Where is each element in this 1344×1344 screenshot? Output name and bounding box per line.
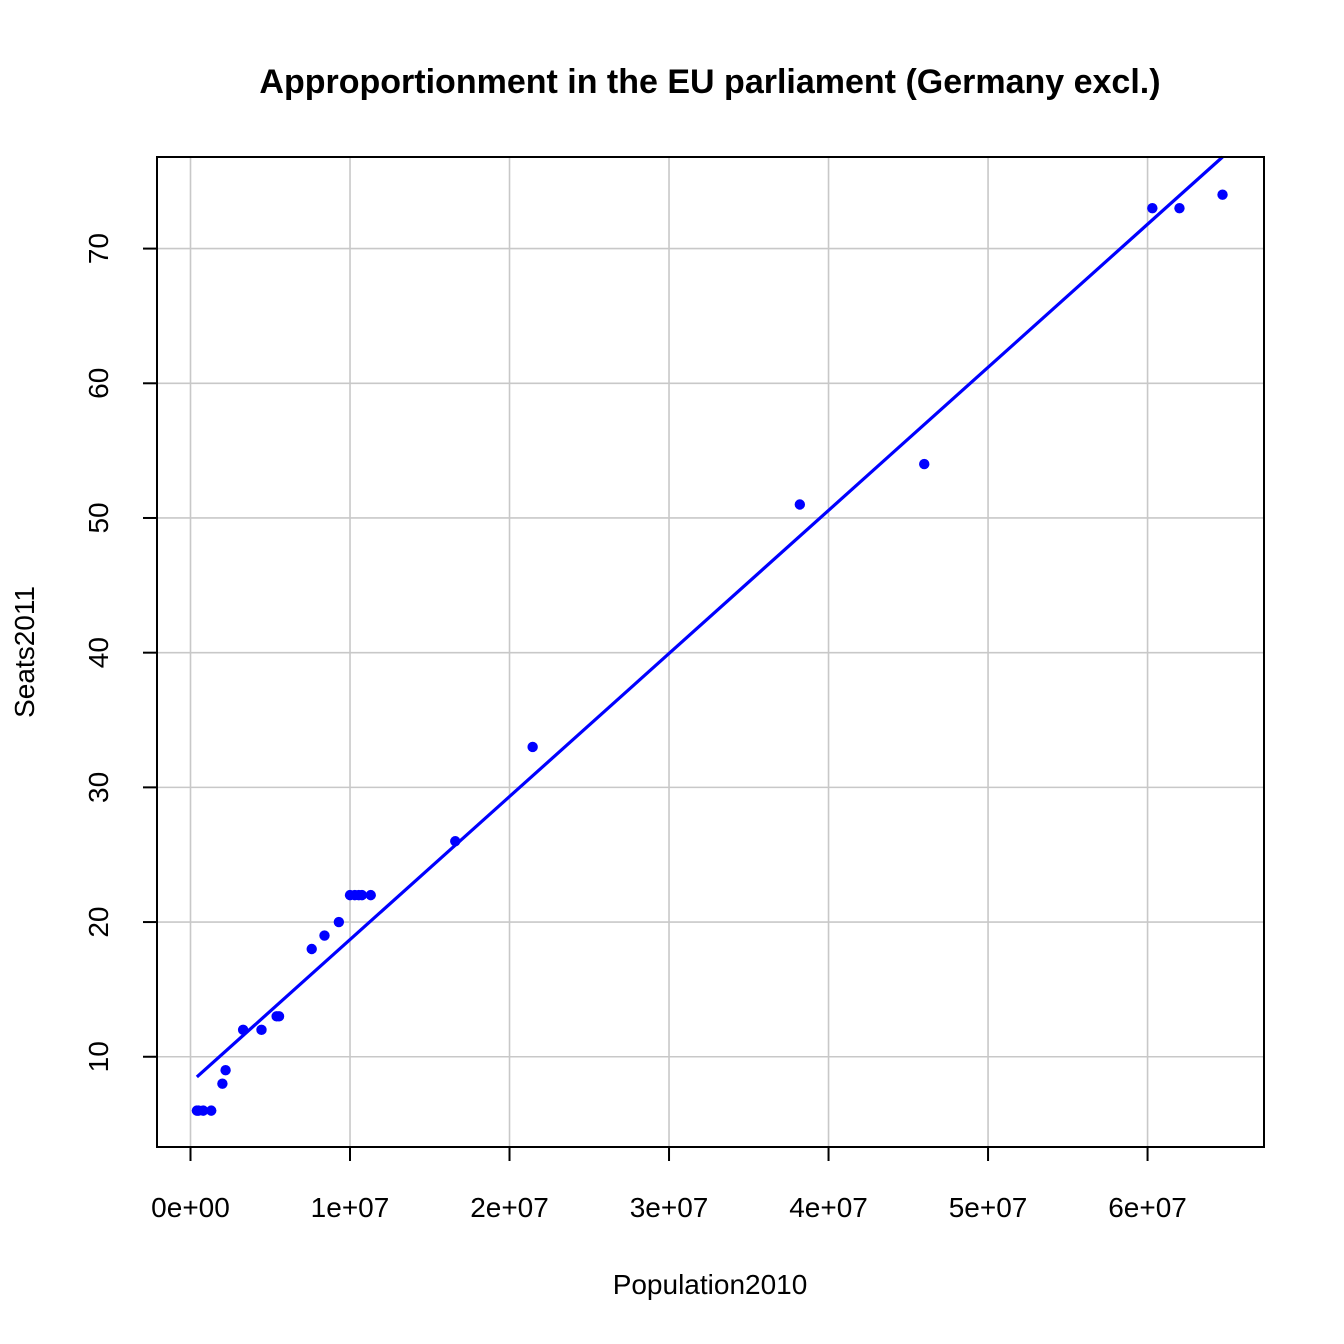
y-axis: 10 20 30 40 50 60 70: [83, 233, 157, 1072]
y-tick-label: 40: [83, 637, 114, 668]
points-layer: [191, 189, 1228, 1116]
y-tick-label: 20: [83, 906, 114, 937]
y-axis-label: Seats2011: [9, 586, 40, 718]
data-point: [919, 458, 930, 470]
chart-title: Approportionment in the EU parliament (G…: [259, 63, 1160, 101]
data-point: [220, 1065, 231, 1076]
x-tick-label: 6e+07: [1108, 1192, 1187, 1223]
data-point: [206, 1105, 217, 1116]
data-point: [1174, 202, 1185, 214]
data-point: [527, 741, 538, 753]
x-axis: 0e+00 1e+07 2e+07 3e+07 4e+07 5e+07 6e+07: [151, 1147, 1187, 1223]
data-point: [794, 499, 806, 510]
data-point: [217, 1078, 228, 1089]
data-point: [333, 916, 345, 928]
data-point: [273, 1011, 285, 1022]
grid: [157, 157, 1264, 1147]
x-tick-label: 3e+07: [630, 1192, 709, 1223]
x-tick-label: 4e+07: [789, 1192, 868, 1223]
data-point: [1217, 189, 1228, 200]
y-tick-label: 60: [83, 368, 114, 399]
regression-line: [195, 155, 1224, 1079]
y-tick-label: 50: [83, 502, 114, 533]
data-point: [319, 930, 330, 941]
data-point: [256, 1024, 267, 1036]
x-tick-label: 2e+07: [470, 1192, 549, 1223]
y-tick-label: 70: [83, 233, 114, 264]
data-point: [450, 836, 461, 847]
data-point: [356, 889, 368, 901]
data-point: [237, 1024, 249, 1036]
x-tick-label: 0e+00: [151, 1192, 230, 1223]
x-tick-label: 5e+07: [949, 1192, 1028, 1223]
x-axis-label: Population2010: [613, 1269, 808, 1300]
data-point: [198, 1105, 209, 1116]
x-tick-label: 1e+07: [311, 1192, 390, 1223]
data-point: [1147, 202, 1158, 214]
fit-line-layer: [195, 155, 1224, 1079]
y-tick-label: 30: [83, 772, 114, 803]
data-point: [365, 889, 376, 901]
data-point: [306, 943, 317, 955]
y-tick-label: 10: [83, 1041, 114, 1072]
